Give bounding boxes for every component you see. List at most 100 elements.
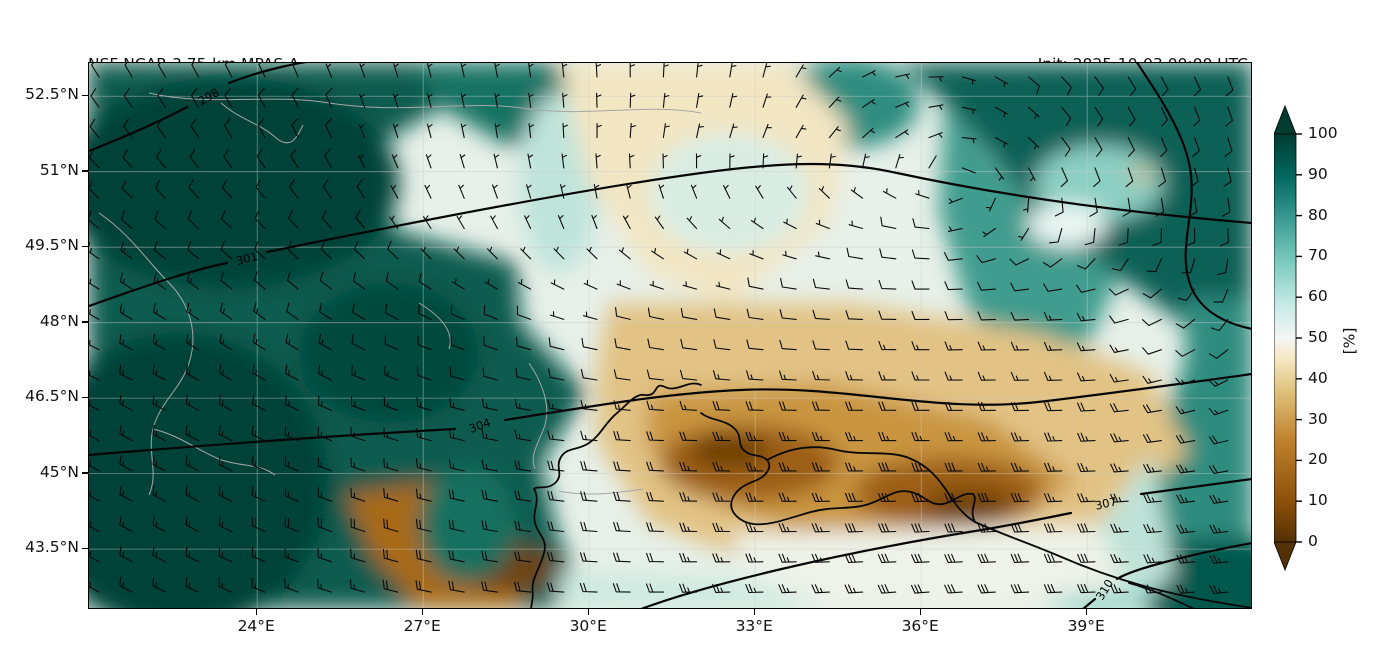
contour-label: 301 bbox=[235, 249, 260, 268]
wind-barb bbox=[845, 401, 864, 411]
wind-barb bbox=[944, 371, 963, 381]
wind-barb bbox=[961, 137, 977, 144]
wind-barb bbox=[1110, 433, 1129, 443]
wind-barb bbox=[119, 455, 133, 472]
wind-barb bbox=[845, 340, 864, 351]
wind-barb bbox=[251, 486, 266, 502]
wind-barb bbox=[494, 92, 500, 108]
coastline bbox=[974, 521, 1251, 608]
wind-barb bbox=[251, 425, 266, 442]
wind-barb bbox=[89, 211, 100, 230]
wind-barb bbox=[1122, 197, 1131, 217]
wind-barb bbox=[646, 522, 664, 533]
wind-barb bbox=[186, 271, 200, 290]
x-tick-label: 39°E bbox=[1067, 617, 1105, 635]
wind-barb bbox=[285, 364, 299, 381]
wind-barb bbox=[680, 307, 698, 320]
wind-barb bbox=[453, 246, 465, 260]
wind-barb bbox=[494, 63, 500, 78]
wind-barb bbox=[352, 303, 366, 320]
wind-barb bbox=[387, 240, 399, 260]
height-contours bbox=[89, 63, 1251, 608]
colorbar-unit-label: [%] bbox=[1340, 327, 1359, 355]
wind-barb bbox=[1208, 379, 1229, 387]
wind-barb bbox=[1049, 227, 1063, 244]
wind-barb bbox=[254, 240, 266, 260]
wind-barb bbox=[745, 553, 764, 563]
y-tick-mark bbox=[82, 321, 88, 323]
wind-barb bbox=[1127, 106, 1136, 127]
wind-barb bbox=[156, 118, 166, 139]
wind-barb bbox=[185, 485, 200, 502]
wind-barb bbox=[383, 427, 399, 442]
wind-barb bbox=[119, 394, 133, 411]
wind-barb bbox=[683, 248, 698, 260]
wind-barb bbox=[580, 491, 598, 502]
wind-barb bbox=[596, 92, 602, 108]
coastline bbox=[530, 488, 546, 608]
wind-barb bbox=[745, 492, 764, 502]
wind-barb bbox=[1209, 554, 1229, 564]
x-tick-mark bbox=[1085, 609, 1088, 615]
wind-barb bbox=[1093, 167, 1101, 188]
wind-barb bbox=[317, 456, 332, 472]
wind-barb bbox=[119, 364, 133, 381]
wind-barb bbox=[1110, 584, 1129, 594]
wind-barb bbox=[848, 220, 864, 230]
wind-barb bbox=[322, 179, 332, 199]
wind-barb bbox=[460, 63, 467, 78]
wind-barb bbox=[218, 546, 233, 563]
wind-barb bbox=[613, 461, 631, 472]
wind-barb bbox=[712, 522, 731, 533]
wind-barb bbox=[190, 88, 200, 108]
wind-barb bbox=[359, 63, 366, 78]
wind-barb bbox=[1043, 493, 1063, 503]
wind-barb bbox=[1142, 375, 1162, 384]
colorbar-tick-label: 20 bbox=[1308, 450, 1328, 469]
wind-barbs bbox=[89, 63, 1234, 595]
wind-barb bbox=[415, 549, 432, 563]
wind-barb bbox=[257, 118, 266, 139]
wind-barb bbox=[1210, 318, 1229, 332]
wind-barb bbox=[562, 123, 568, 139]
wind-barb bbox=[383, 396, 399, 411]
wind-barb bbox=[679, 400, 698, 411]
colorbar-tick-label: 90 bbox=[1308, 164, 1328, 183]
wind-barb bbox=[1110, 463, 1129, 473]
wind-barb bbox=[878, 492, 897, 503]
wind-barb bbox=[745, 523, 764, 533]
wind-barb bbox=[778, 431, 797, 442]
wind-barb bbox=[1028, 137, 1040, 150]
wind-barb bbox=[1143, 524, 1162, 534]
wind-barb bbox=[89, 581, 100, 593]
x-tick-label: 27°E bbox=[403, 617, 441, 635]
wind-barb bbox=[1142, 318, 1162, 327]
wind-barb bbox=[89, 460, 100, 472]
wind-barb bbox=[119, 424, 133, 442]
wind-barb bbox=[715, 281, 731, 290]
wind-barb bbox=[416, 397, 432, 411]
wind-barb bbox=[392, 93, 399, 108]
wind-barb bbox=[448, 519, 465, 533]
wind-barb bbox=[223, 118, 233, 139]
wind-barb bbox=[224, 63, 233, 78]
wind-barb bbox=[1061, 106, 1072, 127]
wind-barb bbox=[220, 241, 233, 260]
wind-barb bbox=[122, 149, 133, 169]
wind-barb bbox=[862, 98, 876, 108]
wind-barb bbox=[526, 184, 532, 199]
wind-barb bbox=[549, 311, 565, 320]
wind-barb bbox=[882, 188, 897, 199]
wind-barb bbox=[1176, 494, 1196, 504]
wind-barb bbox=[695, 153, 702, 169]
wind-barb bbox=[878, 371, 897, 381]
wind-barb bbox=[795, 64, 807, 78]
wind-barb bbox=[649, 280, 664, 290]
wind-barb bbox=[712, 583, 731, 593]
wind-barb bbox=[415, 458, 432, 472]
wind-barb bbox=[285, 333, 299, 351]
wind-barb bbox=[1176, 464, 1196, 474]
wind-barb bbox=[662, 92, 670, 108]
coastline bbox=[766, 446, 976, 523]
